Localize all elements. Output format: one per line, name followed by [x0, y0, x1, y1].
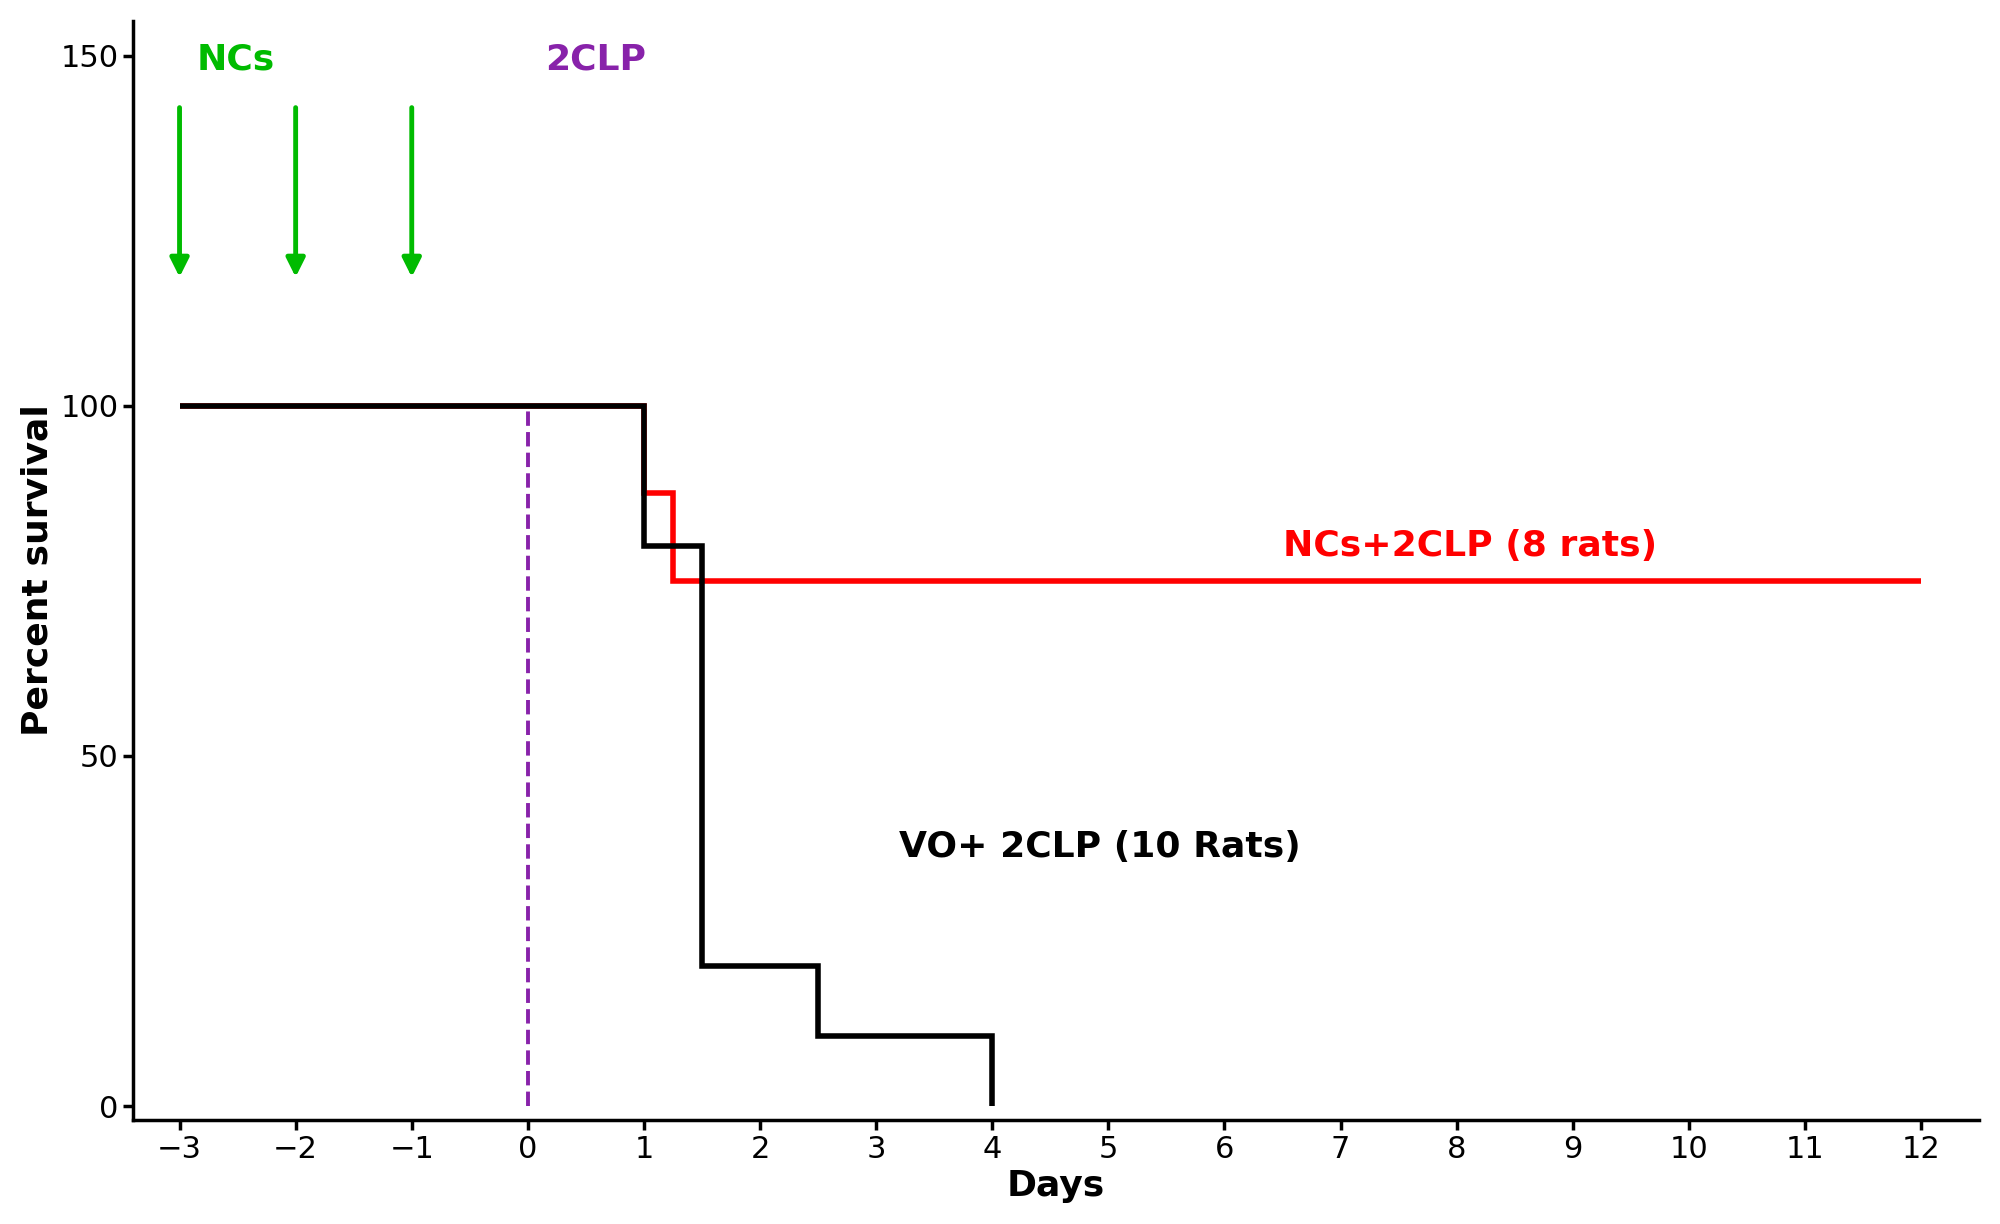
Y-axis label: Percent survival: Percent survival	[20, 405, 54, 737]
Text: VO+ 2CLP (10 Rats): VO+ 2CLP (10 Rats)	[900, 830, 1302, 864]
Text: NCs: NCs	[196, 43, 276, 77]
Text: 2CLP: 2CLP	[546, 43, 646, 77]
Text: NCs+2CLP (8 rats): NCs+2CLP (8 rats)	[1282, 529, 1656, 563]
X-axis label: Days: Days	[1008, 1169, 1106, 1203]
